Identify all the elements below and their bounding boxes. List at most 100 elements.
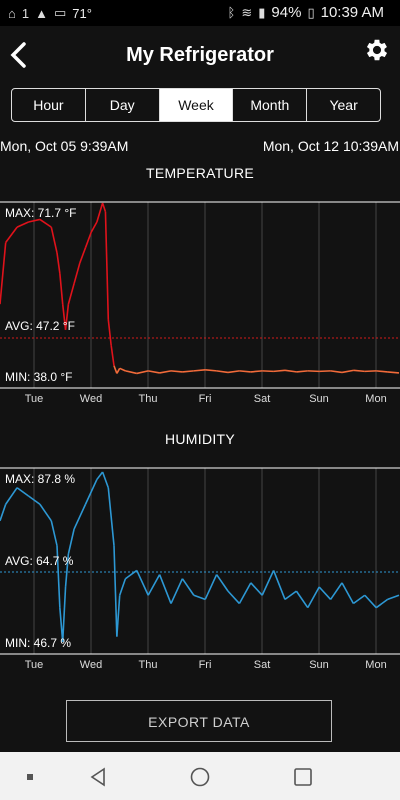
humidity-series-segment bbox=[39, 503, 52, 522]
temperature-series-segment bbox=[59, 273, 64, 305]
temperature-series-segment bbox=[284, 369, 297, 373]
humidity-series-segment bbox=[0, 504, 7, 522]
temperature-series-segment bbox=[28, 218, 41, 223]
system-nav-bar bbox=[0, 752, 400, 800]
wifi-icon: ≋ bbox=[241, 4, 253, 20]
temperature-max-label: MAX: 71.7 °F bbox=[5, 206, 77, 220]
humidity-series-segment bbox=[250, 582, 263, 596]
humidity-title: HUMIDITY bbox=[164, 431, 236, 447]
temperature-series-segment bbox=[67, 283, 75, 305]
humidity-series-segment bbox=[387, 594, 400, 601]
humidity-series-segment bbox=[5, 487, 18, 505]
humidity-series-segment bbox=[118, 578, 127, 596]
temperature-x-ticks: Tue Wed Thu Fri Sat Sun Mon bbox=[25, 393, 387, 405]
humidity-series-segment bbox=[341, 582, 355, 604]
temperature-series-segment bbox=[364, 370, 377, 373]
status-left: ⌂ 1 ▲ ▭ 71° bbox=[8, 5, 92, 21]
temperature-series-segment bbox=[205, 369, 217, 372]
battery-icon: ▯ bbox=[307, 4, 315, 20]
tab-day[interactable]: Day bbox=[86, 89, 160, 121]
voicemail-icon: ▭ bbox=[53, 5, 67, 20]
humidity-max-label: MAX: 87.8 % bbox=[5, 472, 75, 486]
humidity-series-segment bbox=[136, 570, 149, 596]
nav-dot-icon[interactable] bbox=[0, 752, 60, 800]
temperature-series-segment bbox=[96, 202, 104, 223]
gear-icon[interactable] bbox=[360, 36, 394, 70]
humidity-series-segment bbox=[158, 574, 172, 604]
temperature-series-segment bbox=[262, 370, 274, 373]
humidity-series-segment bbox=[67, 528, 75, 555]
back-triangle-icon[interactable] bbox=[68, 752, 128, 800]
export-data-button[interactable]: EXPORT DATA bbox=[66, 700, 332, 742]
temperature-series-segment bbox=[170, 370, 183, 373]
temperature-series-segment bbox=[61, 304, 67, 330]
humidity-series-segment bbox=[181, 578, 195, 596]
humidity-series-segment bbox=[364, 594, 377, 609]
temperature-series-segment bbox=[296, 370, 308, 373]
temperature-chart: MAX: 71.7 °F AVG: 47.2 °F MIN: 38.0 °F T… bbox=[0, 201, 400, 405]
tab-week[interactable]: Week bbox=[159, 89, 234, 121]
temperature-series-segment bbox=[116, 367, 121, 374]
humidity-x-ticks: Tue Wed Thu Fri Sat Sun Mon bbox=[25, 659, 387, 671]
bluetooth-icon: ᛒ bbox=[227, 5, 236, 20]
warning-icon: ▲ bbox=[35, 5, 48, 21]
humidity-series-segment bbox=[124, 569, 138, 580]
home-circle-icon[interactable] bbox=[170, 752, 230, 800]
humidity-tick-tue: Tue bbox=[25, 659, 44, 671]
back-chevron-icon[interactable] bbox=[8, 40, 36, 72]
temperature-series-segment bbox=[307, 370, 320, 373]
humidity-series-segment bbox=[227, 590, 240, 605]
page-title: My Refrigerator bbox=[126, 44, 274, 66]
temperature-tick-wed: Wed bbox=[80, 393, 102, 405]
temperature-series-segment bbox=[148, 370, 160, 374]
temperature-series-segment bbox=[16, 221, 29, 228]
temperature-series-segment bbox=[193, 369, 206, 372]
temperature-series-segment bbox=[104, 211, 110, 320]
recents-square-icon[interactable] bbox=[273, 752, 333, 800]
temperature-series-segment bbox=[101, 202, 107, 212]
humidity-tick-sun: Sun bbox=[309, 659, 329, 671]
tab-year[interactable]: Year bbox=[329, 97, 358, 113]
temperature-tick-sun: Sun bbox=[309, 393, 329, 405]
humidity-series-segment bbox=[113, 545, 118, 637]
temperature-series-segment bbox=[0, 242, 7, 305]
signal-icon: ▮ bbox=[258, 4, 266, 20]
humidity-min-label: MIN: 46.7 % bbox=[5, 636, 71, 650]
temperature-series-segment bbox=[319, 370, 331, 373]
humidity-series-segment bbox=[96, 471, 104, 480]
temperature-series-segment bbox=[376, 370, 388, 373]
humidity-series-segment bbox=[101, 471, 110, 488]
temperature-series-segment bbox=[90, 221, 98, 233]
status-temperature: 71° bbox=[72, 5, 92, 21]
temperature-series-segment bbox=[113, 365, 118, 374]
humidity-tick-thu: Thu bbox=[139, 659, 158, 671]
temperature-series-segment bbox=[50, 226, 58, 253]
temperature-tick-tue: Tue bbox=[25, 393, 44, 405]
temperature-series-segment bbox=[341, 369, 354, 374]
temperature-tick-sat: Sat bbox=[254, 393, 271, 405]
humidity-series-segment bbox=[261, 570, 275, 596]
sim-1-icon: 1 bbox=[21, 5, 30, 21]
humidity-tick-fri: Fri bbox=[199, 659, 212, 671]
humidity-series-segment bbox=[272, 570, 286, 600]
temperature-tick-thu: Thu bbox=[139, 393, 158, 405]
tab-month[interactable]: Month bbox=[233, 89, 308, 121]
temperature-series-segment bbox=[73, 262, 81, 284]
temperature-series-segment bbox=[182, 370, 194, 373]
humidity-series-segment bbox=[352, 594, 366, 605]
humidity-chart: MAX: 87.8 % AVG: 64.7 % MIN: 46.7 % Tue W… bbox=[0, 467, 400, 671]
humidity-series-segment bbox=[28, 495, 41, 505]
temperature-min-label: MIN: 38.0 °F bbox=[5, 370, 72, 384]
temperature-series-segment bbox=[273, 369, 286, 373]
humidity-tick-sat: Sat bbox=[254, 659, 271, 671]
tab-hour[interactable]: Hour bbox=[12, 89, 86, 121]
humidity-series-segment bbox=[204, 574, 218, 600]
battery-percent: 94% bbox=[271, 4, 302, 21]
humidity-grid bbox=[33, 468, 377, 654]
status-bar: ⌂ 1 ▲ ▭ 71° ᛒ ≋ ▮ 94% ▯ 10:39 AM bbox=[0, 0, 400, 26]
humidity-series-segment bbox=[147, 574, 161, 596]
humidity-series-segment bbox=[107, 487, 115, 546]
range-end: Mon, Oct 12 10:39AM bbox=[262, 138, 399, 154]
range-start: Mon, Oct 05 9:39AM bbox=[0, 138, 129, 154]
temperature-series-segment bbox=[136, 370, 149, 375]
